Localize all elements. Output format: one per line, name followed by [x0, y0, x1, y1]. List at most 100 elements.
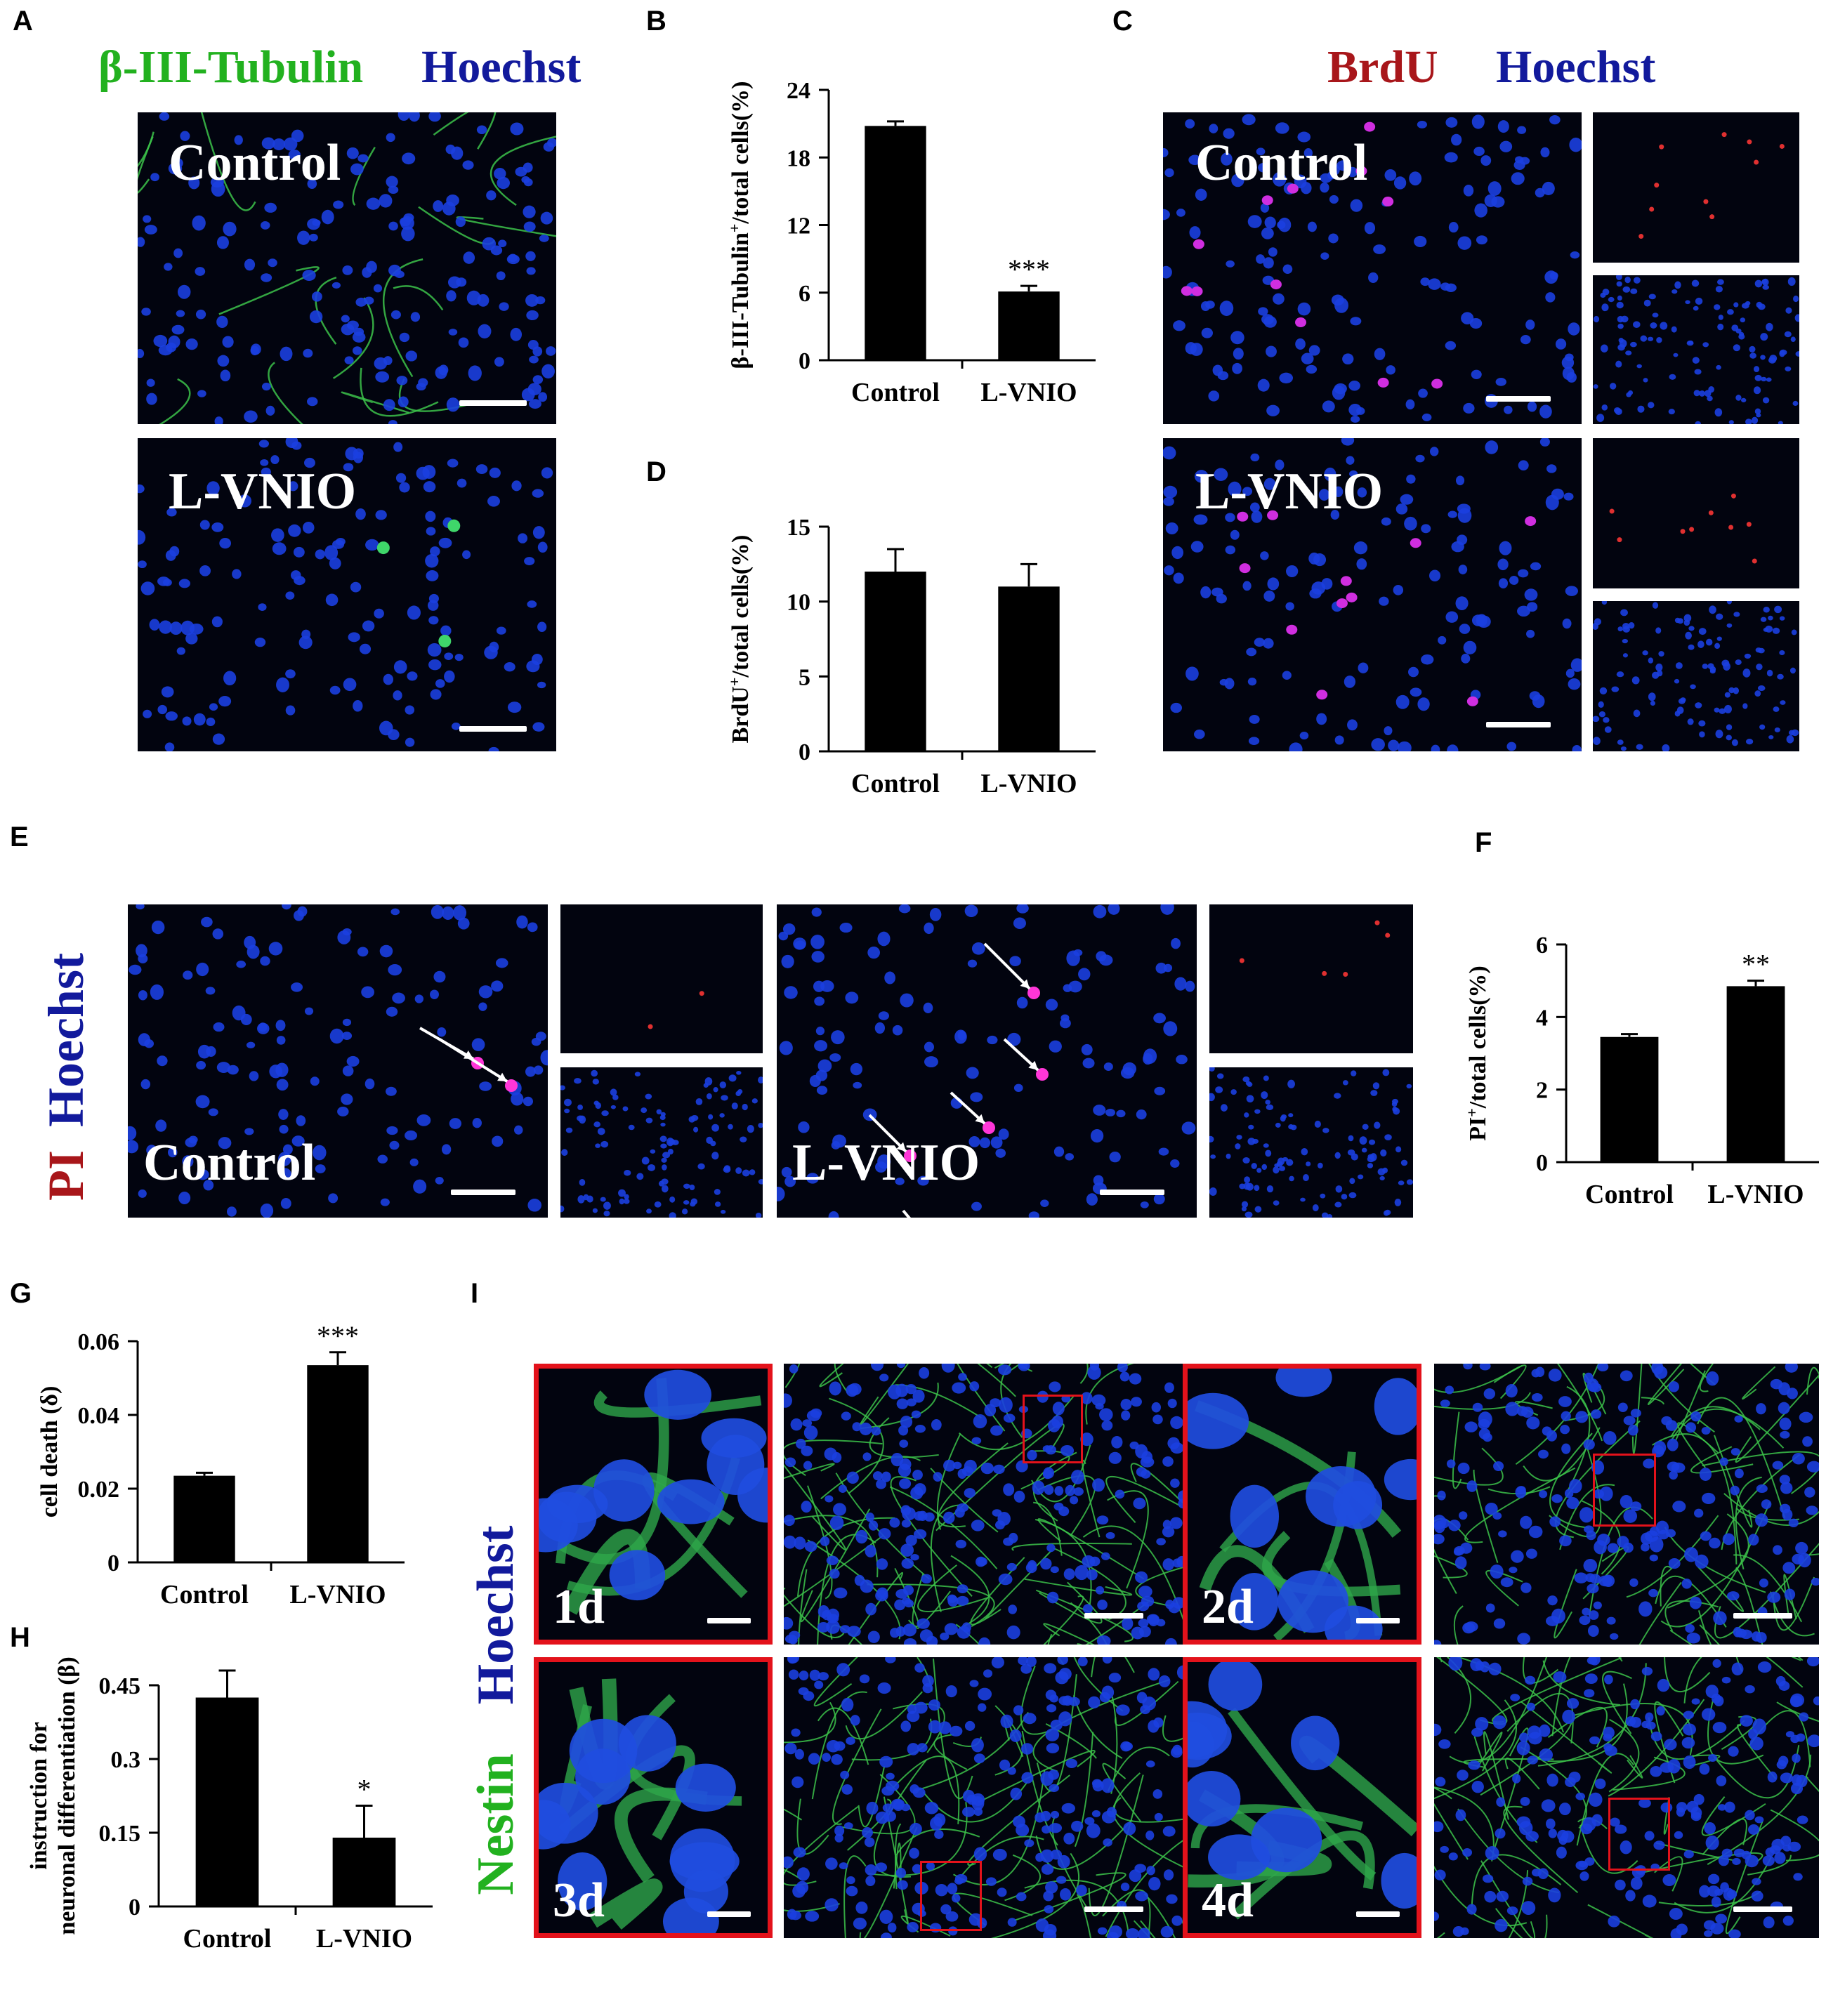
nucleus	[1792, 400, 1799, 406]
nucleus	[1341, 1194, 1348, 1200]
nucleus	[344, 356, 354, 364]
nucleus	[1643, 1458, 1655, 1469]
y-axis-label: cell death (δ)	[37, 1386, 63, 1518]
cell-field-c-lvnio-blue	[1593, 601, 1799, 751]
nucleus	[1176, 1665, 1184, 1680]
nucleus	[393, 442, 403, 452]
nucleus	[934, 1829, 944, 1839]
nucleus	[1170, 1442, 1184, 1454]
nucleus	[433, 970, 446, 983]
nucleus	[935, 1883, 948, 1897]
nucleus	[597, 1128, 605, 1135]
nucleus	[234, 135, 243, 145]
labeled-nucleus	[1728, 525, 1734, 530]
nucleus	[1716, 279, 1724, 285]
nucleus	[1643, 299, 1651, 307]
nucleus	[1208, 390, 1220, 402]
nucleus	[532, 526, 545, 539]
nucleus	[964, 1459, 977, 1473]
nucleus	[956, 1595, 969, 1606]
nucleus	[1532, 1393, 1543, 1402]
brdu-positive-nucleus	[1355, 166, 1367, 176]
nucleus	[1462, 1847, 1473, 1857]
nucleus	[471, 1038, 485, 1051]
nucleus	[1613, 407, 1621, 414]
nucleus	[742, 1103, 748, 1111]
nucleus	[1050, 1850, 1063, 1860]
nucleus	[1620, 1370, 1633, 1382]
neurite	[1707, 1754, 1812, 1865]
nucleus	[1487, 181, 1502, 196]
nucleus	[307, 178, 317, 189]
nucleus	[834, 1833, 843, 1843]
nucleus	[903, 1638, 917, 1645]
nucleus	[784, 1535, 796, 1549]
nucleus	[1603, 717, 1610, 723]
nucleus	[1395, 694, 1410, 709]
nucleus	[379, 720, 393, 736]
nucleus	[309, 310, 323, 324]
nucleus	[794, 1536, 806, 1550]
nucleus	[1156, 1538, 1166, 1546]
nucleus	[1558, 1396, 1572, 1407]
neurite	[1162, 1715, 1184, 1742]
nucleus	[1715, 1913, 1728, 1924]
nucleus	[1212, 364, 1223, 376]
nucleus	[1649, 1554, 1658, 1562]
nucleus	[924, 1802, 939, 1814]
nucleus	[1633, 277, 1641, 284]
nucleus	[1060, 1014, 1070, 1022]
nucleus	[1091, 1394, 1106, 1406]
nucleus	[973, 1753, 985, 1764]
neurite	[1574, 1703, 1693, 1755]
labeled-nucleus	[1703, 199, 1709, 204]
nucleus	[1003, 1483, 1015, 1496]
pi-positive-nucleus	[1027, 987, 1040, 999]
nucleus	[302, 521, 315, 534]
neurite	[1456, 1657, 1565, 1733]
nucleus	[871, 1426, 881, 1436]
nucleus	[1160, 904, 1174, 915]
category-label: Control	[851, 769, 940, 798]
nucleus	[401, 226, 415, 242]
nucleus	[1485, 1845, 1499, 1861]
nucleus	[1044, 1663, 1057, 1674]
nucleus	[1741, 303, 1749, 309]
brdu-positive-nucleus	[1431, 378, 1443, 389]
nucleus	[1193, 514, 1208, 525]
nucleus	[1170, 702, 1182, 713]
neurite	[1047, 1601, 1149, 1645]
nucleus	[1476, 235, 1487, 245]
nucleus	[781, 954, 794, 968]
nucleus	[1694, 369, 1702, 375]
nucleus	[1510, 1694, 1520, 1701]
nucleus	[1397, 741, 1412, 751]
nucleus	[1638, 1798, 1651, 1808]
nucleus	[1201, 327, 1213, 338]
nucleus	[1275, 122, 1289, 134]
nucleus	[1539, 1490, 1548, 1498]
nucleus	[1256, 254, 1265, 264]
nucleus	[1393, 176, 1407, 190]
neurite	[784, 1805, 859, 1886]
labeled-nucleus	[1709, 214, 1715, 220]
neurite	[917, 1564, 989, 1612]
neurite	[1462, 1364, 1470, 1367]
category-label: Control	[183, 1924, 272, 1954]
nucleus	[1301, 353, 1314, 364]
nucleus	[141, 308, 151, 316]
neurite	[1667, 1513, 1749, 1609]
nucleus	[1756, 1403, 1766, 1415]
nucleus	[1108, 1673, 1122, 1683]
neurite	[1579, 1824, 1638, 1874]
nucleus	[1620, 746, 1627, 751]
nucleus	[1108, 904, 1120, 915]
day-label-4d: 4d	[1202, 1873, 1254, 1928]
nucleus	[1593, 315, 1600, 323]
nucleus	[1701, 1427, 1711, 1435]
nucleus	[1170, 1478, 1180, 1488]
nucleus	[1728, 1929, 1741, 1938]
nucleus	[952, 1382, 966, 1394]
nucleus	[1792, 1453, 1805, 1465]
nucleus	[312, 219, 321, 226]
